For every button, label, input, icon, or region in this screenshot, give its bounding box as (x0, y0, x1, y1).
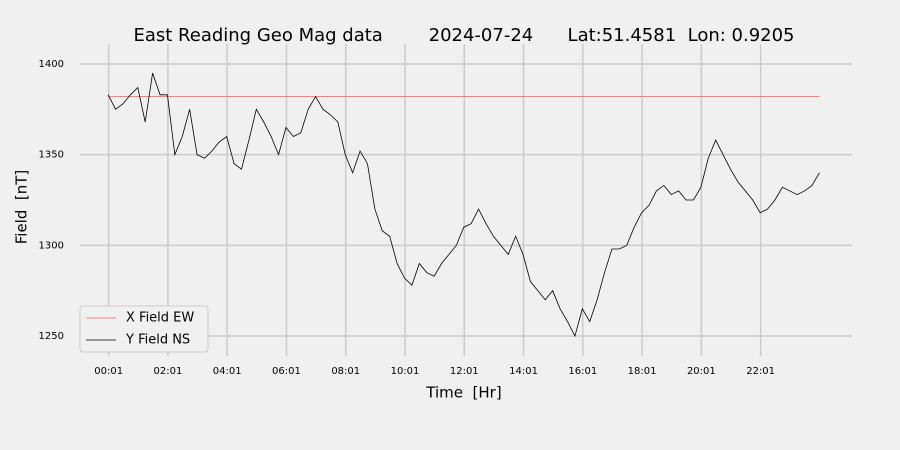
legend-label: Y Field NS (125, 333, 190, 348)
x-tick-label: 02:01 (154, 366, 183, 377)
x-tick-label: 10:01 (391, 366, 420, 377)
legend: X Field EW Y Field NS (79, 305, 209, 353)
legend-box (79, 305, 209, 353)
y-axis-label: Field [nT] (13, 170, 31, 245)
x-tick-label: 20:01 (687, 366, 716, 377)
x-tick-label: 14:01 (509, 366, 538, 377)
x-tick-label: 00:01 (94, 366, 123, 377)
x-tick-label: 12:01 (450, 366, 479, 377)
x-tick-label: 08:01 (331, 366, 360, 377)
y-tick-label: 1300 (39, 240, 64, 251)
y-tick-label: 1400 (39, 59, 64, 70)
data-line (107, 72, 820, 338)
x-tick-label: 04:01 (213, 366, 242, 377)
x-axis-label: Time [Hr] (425, 384, 501, 402)
x-tick-label: 16:01 (568, 366, 597, 377)
chart-title: East Reading Geo Mag data 2024-07-24 Lat… (133, 25, 794, 46)
y-tick-label: 1250 (39, 331, 64, 342)
x-tick-label: 22:01 (746, 366, 775, 377)
x-tick-label: 18:01 (628, 366, 657, 377)
y-tick-label: 1350 (39, 150, 64, 161)
legend-label: X Field EW (126, 311, 194, 326)
x-tick-label: 06:01 (272, 366, 301, 377)
